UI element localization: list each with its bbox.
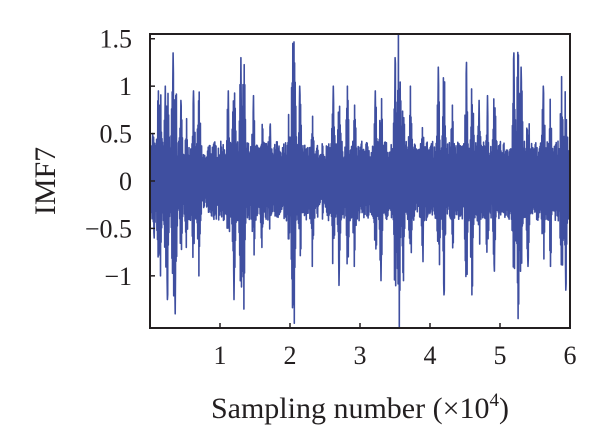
x-tick-label: 1	[214, 341, 227, 370]
y-tick-label: −1	[104, 262, 132, 291]
x-tick-label: 2	[284, 341, 297, 370]
y-tick-label: 1.5	[100, 25, 133, 54]
x-tick-label: 3	[354, 341, 367, 370]
x-tick-label: 4	[424, 341, 437, 370]
y-tick-label: 0.5	[100, 120, 133, 149]
x-tick-label: 5	[494, 341, 507, 370]
x-axis-label-main: Sampling number (×10	[211, 392, 490, 425]
x-tick-label: 6	[564, 341, 577, 370]
series-layer	[150, 34, 570, 328]
x-axis-label: Sampling number (×104)	[211, 390, 509, 425]
ticks-layer: 1 2 3 4 5 6 1.5 1 0.5 0 −0.5 −1	[85, 25, 577, 370]
x-axis-label-close: )	[499, 392, 509, 425]
y-axis-label: IMF7	[29, 147, 62, 215]
series-line	[150, 34, 570, 328]
y-tick-label: −0.5	[85, 214, 132, 243]
x-axis-label-exponent: 4	[490, 390, 500, 411]
y-tick-label: 1	[119, 72, 132, 101]
y-tick-label: 0	[119, 167, 132, 196]
